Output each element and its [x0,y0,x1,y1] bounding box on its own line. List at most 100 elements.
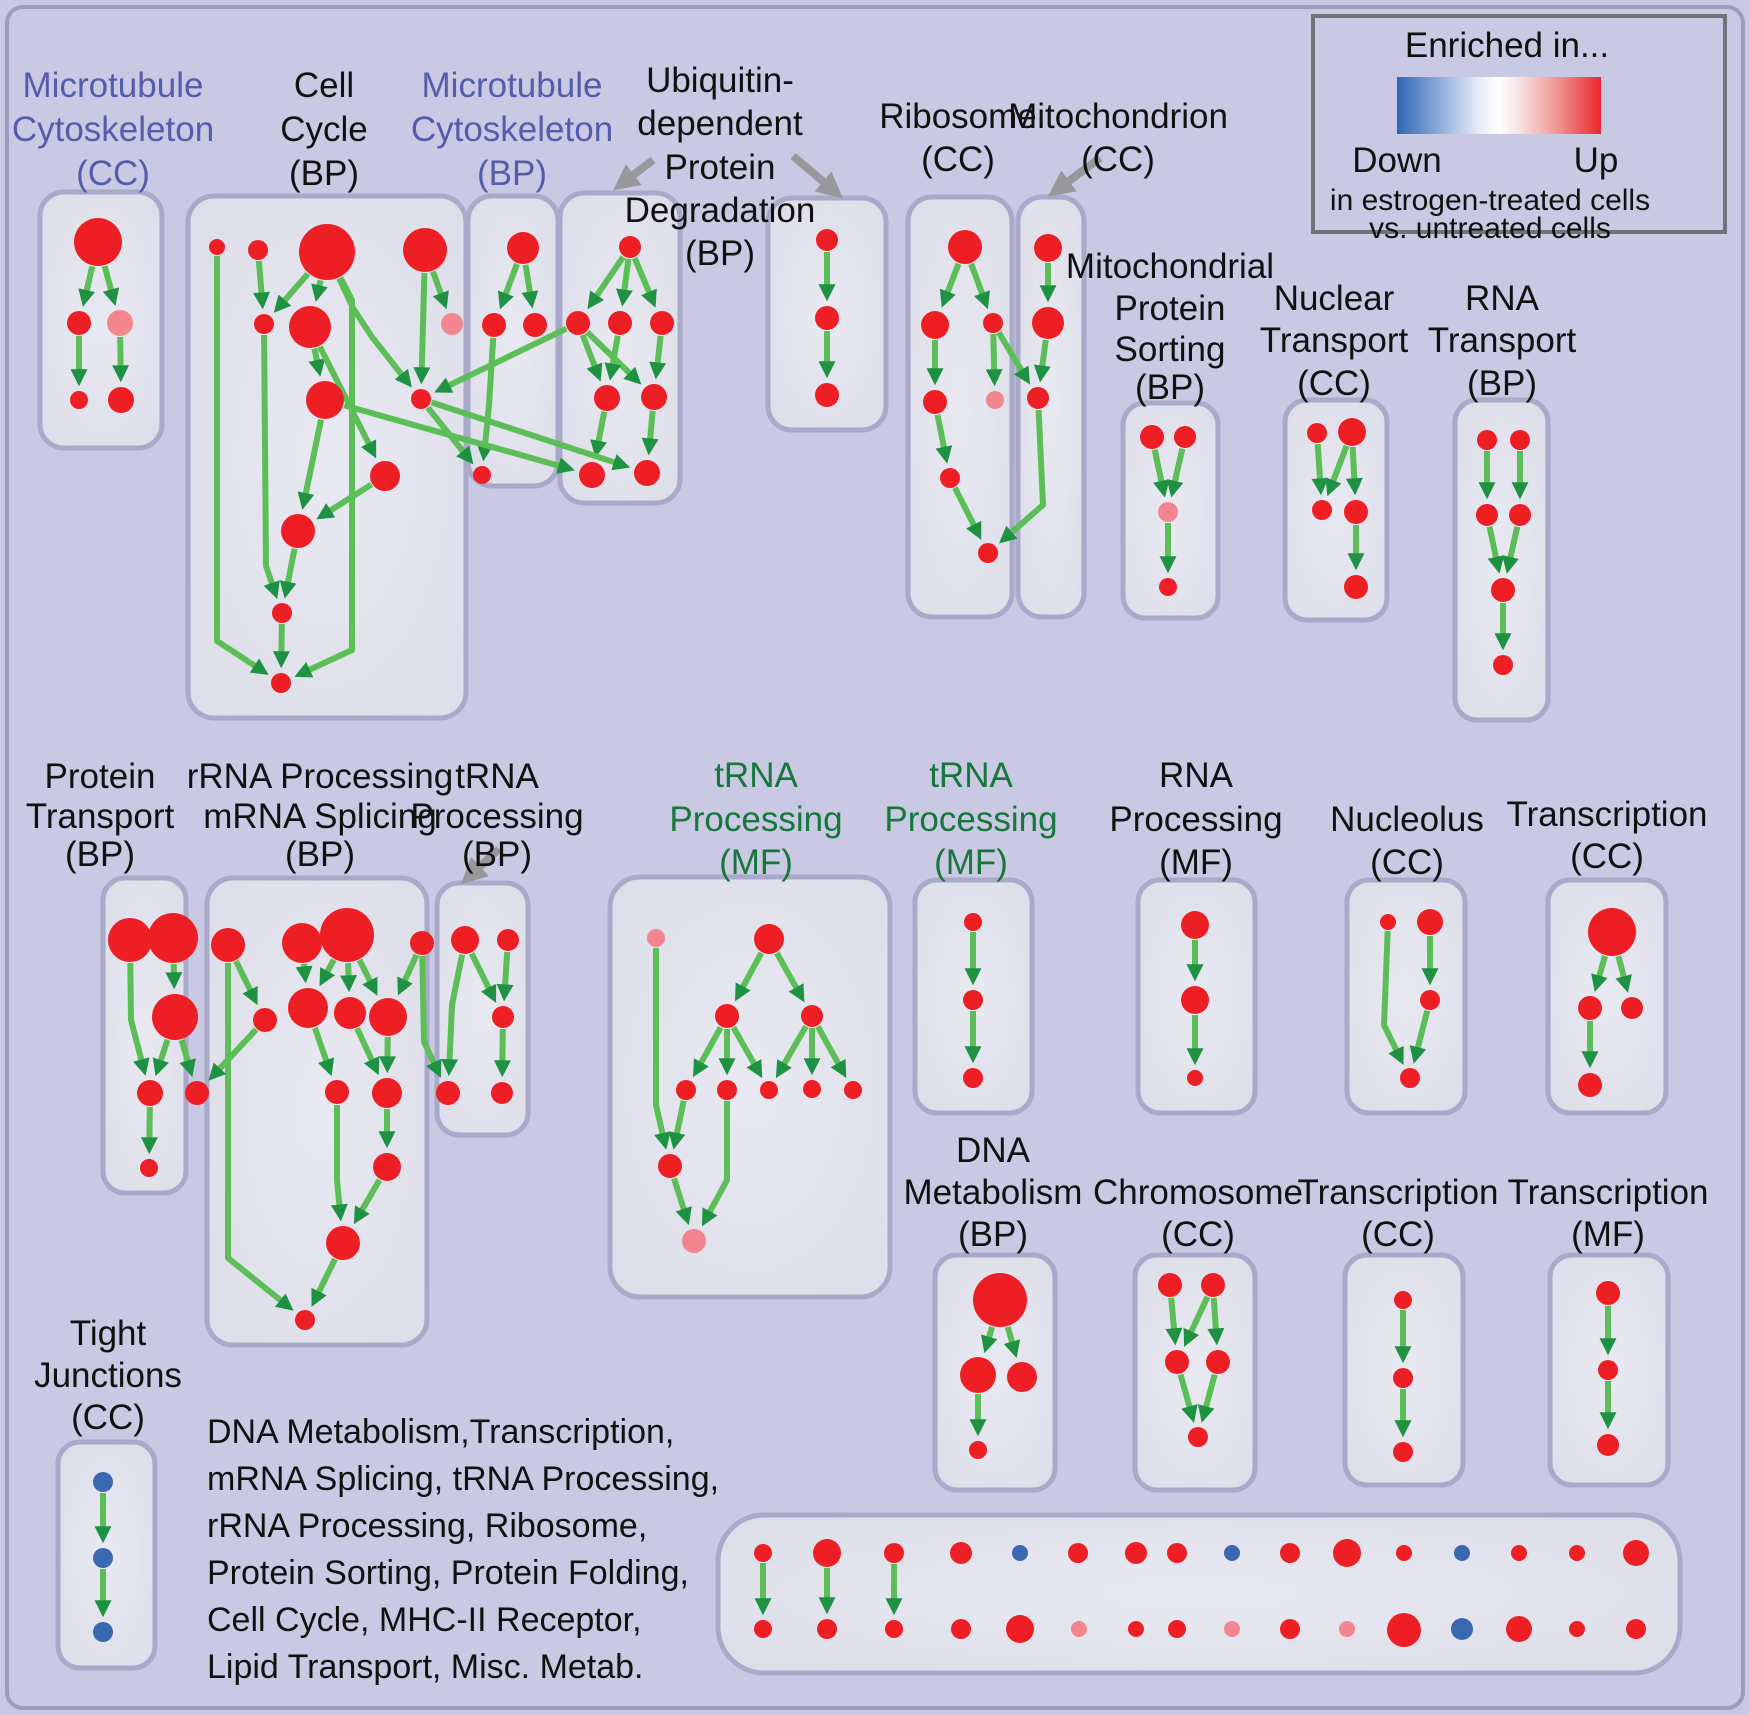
edge-arrow [693,1025,724,1078]
edge-arrow [78,265,96,307]
go-term-node-trna-processing-bp-3 [436,1081,460,1105]
edge-arrow [641,410,659,456]
go-term-node-transcription-cc-mid-1 [1578,996,1602,1020]
go-term-node-protein-transport-0 [108,918,152,962]
go-term-node-rrna-processing-mrna-splicing-4 [253,1008,277,1032]
go-term-node-misc-clusters-10 [1333,1539,1361,1567]
cluster-label-protein-transport: (BP) [65,835,135,874]
go-term-node-dna-metabolism-0 [973,1273,1027,1327]
edge-arrow [1502,526,1521,574]
cluster-label-chromosome: Chromosome [1093,1173,1303,1212]
cluster-box-misc-clusters [715,1512,1683,1676]
go-term-node-trna-processing-mf-1-10 [682,1229,706,1253]
edge-arrow [279,548,298,599]
go-term-node-misc-clusters-18 [885,1620,903,1638]
misc-clusters-note-line: mRNA Splicing, tRNA Processing, [207,1460,719,1498]
go-term-node-ubiquitin-degradation-7 [634,460,660,486]
edge-arrow [1033,339,1051,383]
cluster-label-trna-processing-bp: Processing [410,797,583,836]
go-term-node-chromosome-1 [1201,1273,1225,1297]
go-term-node-microtubule-bp-3 [473,466,491,484]
go-term-node-misc-clusters-30 [1569,1621,1585,1637]
cluster-label-ubiquitin-degradation: (BP) [685,234,755,273]
go-term-node-trna-processing-mf-2-1 [963,990,983,1010]
cluster-box-transcription-cc-mid [1545,877,1669,1116]
edge-arrow [273,271,311,313]
cluster-label-ubiquitin-degradation: Protein [665,148,776,187]
cluster-label-trna-processing-mf-2: Processing [884,800,1057,839]
edge-arrow [668,1100,687,1150]
cluster-label-nuclear-transport: (CC) [1297,364,1371,403]
edge-arrow [734,951,764,1002]
go-term-node-rrna-processing-mrna-splicing-3 [410,931,434,955]
go-term-node-cell-cycle-6 [441,313,463,335]
cluster-label-mito-protein-sorting: Mitochondrial [1066,247,1274,286]
edge-arrow [604,335,622,381]
edge-arrow [152,1038,171,1077]
go-term-node-misc-clusters-22 [1128,1621,1144,1637]
edge-arrow [774,951,805,1003]
go-term-node-trna-processing-mf-1-5 [717,1080,737,1100]
go-term-node-nuclear-transport-0 [1307,423,1327,443]
edge-arrow [317,345,377,459]
annotation-arrow [613,156,656,191]
go-term-node-mitochondrion-1 [1032,307,1064,339]
go-term-node-microtubule-cc-0 [74,218,122,266]
edge-arrow [1165,1297,1183,1346]
cluster-label-mito-protein-sorting: Sorting [1115,330,1226,369]
go-term-node-misc-clusters-3 [950,1542,972,1564]
cluster-label-ubiquitin-degradation: dependent [637,104,803,143]
cluster-label-microtubule-bp: Microtubule [422,66,603,105]
go-term-node-ubiquitin-degradation-4 [594,385,620,411]
edge-arrow [353,1178,383,1225]
go-term-node-transcription-cc-mid-0 [1588,908,1636,956]
edge-arrow [1325,444,1350,497]
go-term-node-misc-clusters-31 [1626,1619,1646,1639]
go-term-node-trna-processing-mf-1-8 [844,1081,862,1099]
edge-arrow [1311,443,1329,496]
cluster-label-trna-processing-mf-1: tRNA [714,756,798,795]
go-term-node-microtubule-cc-2 [107,310,133,336]
edge-arrow [308,347,326,377]
edge-arrow [294,276,355,678]
cluster-label-ubiquitin-degradation: Degradation [625,191,816,230]
edge-arrow [261,334,280,600]
cluster-label-rna-transport: Transport [1428,321,1577,360]
go-term-node-nuclear-transport-4 [1344,575,1368,599]
go-term-node-misc-clusters-16 [754,1620,772,1638]
go-term-node-misc-clusters-0 [754,1544,772,1562]
legend-title: Enriched in... [1405,26,1609,65]
legend-up-label: Up [1574,141,1619,180]
cluster-label-nuclear-transport: Transport [1260,321,1409,360]
go-term-node-misc-clusters-26 [1339,1621,1355,1637]
go-term-node-rna-processing-mf-1 [1181,986,1209,1014]
cluster-label-rrna-processing-mrna-splicing: mRNA Splicing [203,797,436,836]
edge-arrow [330,1105,348,1222]
cluster-label-protein-transport: Protein [45,757,156,796]
go-term-node-transcription-mf-0 [1596,1281,1620,1305]
edge-arrow [1197,1373,1218,1423]
go-term-node-cell-cycle-12 [271,673,291,693]
go-term-node-misc-clusters-29 [1506,1616,1532,1642]
go-term-node-misc-clusters-12 [1454,1545,1470,1561]
edge-arrow [1151,449,1170,498]
go-term-node-microtubule-cc-1 [67,311,91,335]
cluster-label-mitochondrion: (CC) [1081,140,1155,179]
cluster-label-tight-junctions: Junctions [34,1356,182,1395]
go-term-node-microtubule-cc-4 [108,387,134,413]
edge-arrow [968,262,990,310]
go-term-node-misc-clusters-28 [1451,1618,1473,1640]
edge-arrow [939,262,962,308]
edge-arrow [214,256,269,675]
go-term-node-rna-processing-mf-0 [1181,911,1209,939]
go-term-node-dna-metabolism-3 [969,1441,987,1459]
edge-arrow [1381,930,1404,1065]
go-term-node-ubiquitin-degradation-0 [619,236,641,258]
cluster-label-mitochondrion: Mitochondrion [1008,97,1228,136]
cluster-label-trna-processing-mf-2: (MF) [934,843,1008,882]
go-term-node-trna-processing-mf-1-9 [658,1154,682,1178]
cluster-label-microtubule-cc: (CC) [76,154,150,193]
cluster-label-mito-protein-sorting: Protein [1115,289,1226,328]
